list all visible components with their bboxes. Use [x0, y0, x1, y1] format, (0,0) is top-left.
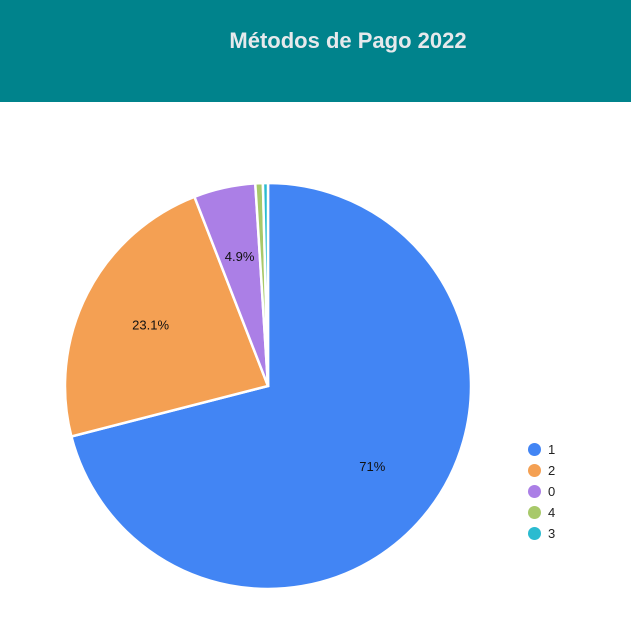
legend-dot-icon	[528, 485, 541, 498]
legend-label: 2	[548, 463, 556, 478]
legend-item-3[interactable]: 3	[528, 523, 555, 544]
legend-label: 4	[548, 505, 556, 520]
slice-label-1: 71%	[359, 459, 385, 474]
legend-label: 1	[548, 442, 556, 457]
pie-chart: 71% 23.1% 4.9%	[63, 181, 473, 591]
chart-header: Métodos de Pago 2022	[0, 0, 631, 102]
legend-item-4[interactable]: 4	[528, 502, 555, 523]
pie-slice-1[interactable]	[69, 181, 473, 591]
legend-label: 0	[548, 484, 556, 499]
chart-area: 71% 23.1% 4.9% 1 2 0 4 3	[0, 102, 631, 644]
legend-item-2[interactable]: 2	[528, 460, 555, 481]
legend-dot-icon	[528, 506, 541, 519]
legend-dot-icon	[528, 443, 541, 456]
chart-title: Métodos de Pago 2022	[229, 28, 467, 53]
slice-label-2: 23.1%	[132, 318, 169, 333]
legend-dot-icon	[528, 527, 541, 540]
legend-dot-icon	[528, 464, 541, 477]
pie-slice-3[interactable]	[261, 181, 270, 387]
legend: 1 2 0 4 3	[528, 439, 555, 544]
legend-item-0[interactable]: 0	[528, 481, 555, 502]
legend-label: 3	[548, 526, 556, 541]
legend-item-1[interactable]: 1	[528, 439, 555, 460]
slice-label-0: 4.9%	[225, 249, 255, 264]
